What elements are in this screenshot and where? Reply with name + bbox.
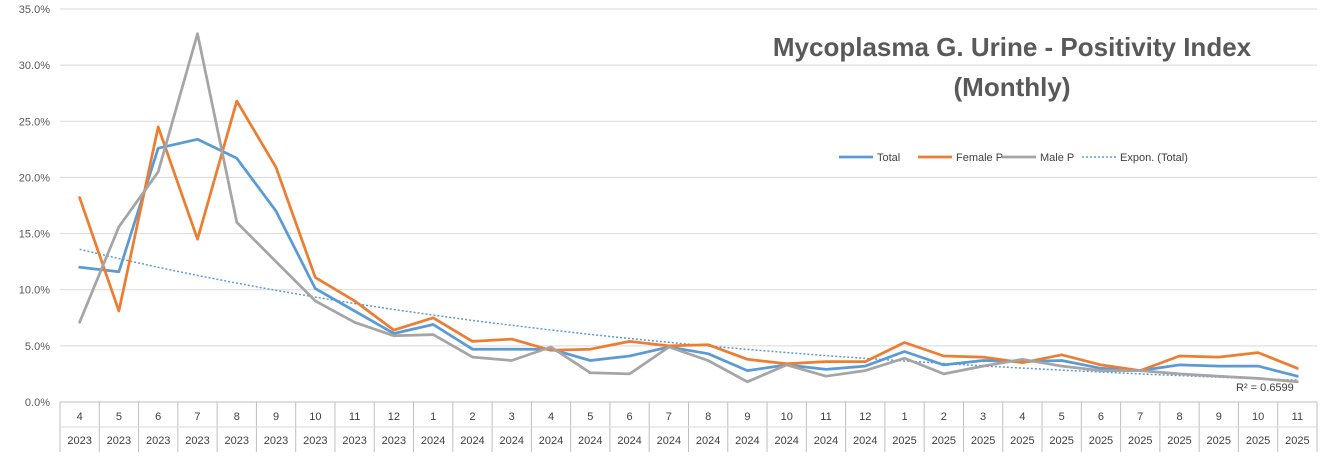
- series-line-total: [78, 137, 1299, 378]
- x-tick-year: 2024: [460, 435, 484, 447]
- chart-title: Mycoplasma G. Urine - Positivity Index (…: [773, 32, 1252, 102]
- x-tick-month: 6: [1098, 411, 1104, 423]
- r-squared-label: R² = 0.6599: [1236, 382, 1294, 394]
- x-tick-year: 2024: [735, 435, 759, 447]
- x-tick-month: 9: [1216, 411, 1222, 423]
- x-tick-month: 7: [194, 411, 200, 423]
- x-tick-month: 5: [116, 411, 122, 423]
- trendline-expon-total: [79, 248, 1298, 381]
- x-tick-month: 4: [548, 411, 554, 423]
- legend-label: Female P: [956, 152, 1003, 164]
- x-tick-year: 2025: [1167, 435, 1191, 447]
- series-layer: [78, 32, 1299, 384]
- series-line-male-p: [78, 32, 1299, 384]
- x-tick-month: 6: [155, 411, 161, 423]
- x-tick-year: 2023: [342, 435, 366, 447]
- x-tick-year: 2025: [1207, 435, 1231, 447]
- x-tick-year: 2023: [146, 435, 170, 447]
- x-tick-month: 1: [430, 411, 436, 423]
- x-tick-month: 10: [781, 411, 793, 423]
- x-tick-month: 11: [1292, 411, 1303, 423]
- x-tick-year: 2024: [853, 435, 877, 447]
- x-tick-month: 9: [273, 411, 279, 423]
- x-tick-month: 12: [388, 411, 400, 423]
- x-tick-month: 10: [1252, 411, 1264, 423]
- legend-label: Expon. (Total): [1120, 152, 1188, 164]
- x-tick-year: 2024: [657, 435, 681, 447]
- y-tick-label: 30.0%: [19, 60, 50, 72]
- chart-title-line-1: Mycoplasma G. Urine - Positivity Index: [773, 32, 1252, 62]
- x-tick-year: 2025: [1128, 435, 1152, 447]
- series-line-female-p: [78, 99, 1299, 372]
- x-tick-month: 2: [469, 411, 475, 423]
- x-tick-year: 2025: [892, 435, 916, 447]
- x-tick-year: 2024: [499, 435, 523, 447]
- x-tick-year: 2025: [1049, 435, 1073, 447]
- x-tick-month: 8: [1176, 411, 1182, 423]
- y-tick-label: 35.0%: [19, 4, 50, 16]
- legend-label: Total: [877, 152, 900, 164]
- x-tick-month: 10: [309, 411, 321, 423]
- x-tick-year: 2024: [578, 435, 602, 447]
- x-tick-year: 2025: [1089, 435, 1113, 447]
- x-tick-month: 11: [820, 411, 831, 423]
- x-tick-year: 2024: [696, 435, 720, 447]
- x-tick-year: 2023: [67, 435, 91, 447]
- x-tick-month: 8: [234, 411, 240, 423]
- x-tick-month: 12: [859, 411, 871, 423]
- legend: Total Female P Male P Expon. (Total): [839, 152, 1188, 164]
- x-tick-month: 11: [349, 411, 360, 423]
- x-tick-year: 2023: [303, 435, 327, 447]
- x-tick-year: 2023: [107, 435, 131, 447]
- x-tick-month: 2: [941, 411, 947, 423]
- y-tick-label: 10.0%: [19, 285, 50, 297]
- x-tick-month: 4: [77, 411, 83, 423]
- gridlines: [60, 8, 1317, 403]
- x-tick-year: 2024: [421, 435, 445, 447]
- legend-label: Male P: [1040, 152, 1074, 164]
- x-tick-month: 7: [666, 411, 672, 423]
- x-tick-year: 2025: [1285, 435, 1309, 447]
- x-tick-year: 2023: [225, 435, 249, 447]
- x-axis: 4 5 6 7 8 9 10 11 12 1 2 3 4 5 6 7 8 9 10 11 12 1 2 3 4 5 6 7 8 9 10 11…: [59, 402, 1318, 452]
- x-tick-year: 2025: [1010, 435, 1034, 447]
- y-axis: 0.0% 5.0% 10.0% 15.0% 20.0% 25.0% 30.0% 35.0%: [19, 4, 50, 409]
- y-tick-label: 25.0%: [19, 116, 50, 128]
- x-tick-month: 6: [627, 411, 633, 423]
- x-tick-year: 2023: [382, 435, 406, 447]
- chart-title-line-2: (Monthly): [954, 72, 1071, 102]
- x-tick-year: 2025: [1246, 435, 1270, 447]
- x-tick-year: 2023: [264, 435, 288, 447]
- x-tick-month: 3: [980, 411, 986, 423]
- x-tick-month: 7: [1137, 411, 1143, 423]
- y-tick-label: 0.0%: [25, 397, 50, 409]
- y-tick-label: 15.0%: [19, 229, 50, 241]
- x-tick-month: 1: [901, 411, 907, 423]
- y-tick-label: 5.0%: [25, 341, 50, 353]
- x-tick-month: 4: [1019, 411, 1025, 423]
- x-tick-month: 8: [705, 411, 711, 423]
- x-tick-year: 2025: [971, 435, 995, 447]
- x-tick-month: 5: [1059, 411, 1065, 423]
- x-tick-month: 9: [744, 411, 750, 423]
- x-tick-year: 2024: [814, 435, 838, 447]
- x-tick-month: 3: [509, 411, 515, 423]
- y-tick-label: 20.0%: [19, 172, 50, 184]
- x-tick-year: 2024: [617, 435, 641, 447]
- x-tick-year: 2023: [185, 435, 209, 447]
- x-tick-year: 2024: [539, 435, 563, 447]
- x-tick-year: 2024: [774, 435, 798, 447]
- x-tick-year: 2025: [932, 435, 956, 447]
- x-tick-month: 5: [587, 411, 593, 423]
- trendline-layer: [79, 248, 1298, 381]
